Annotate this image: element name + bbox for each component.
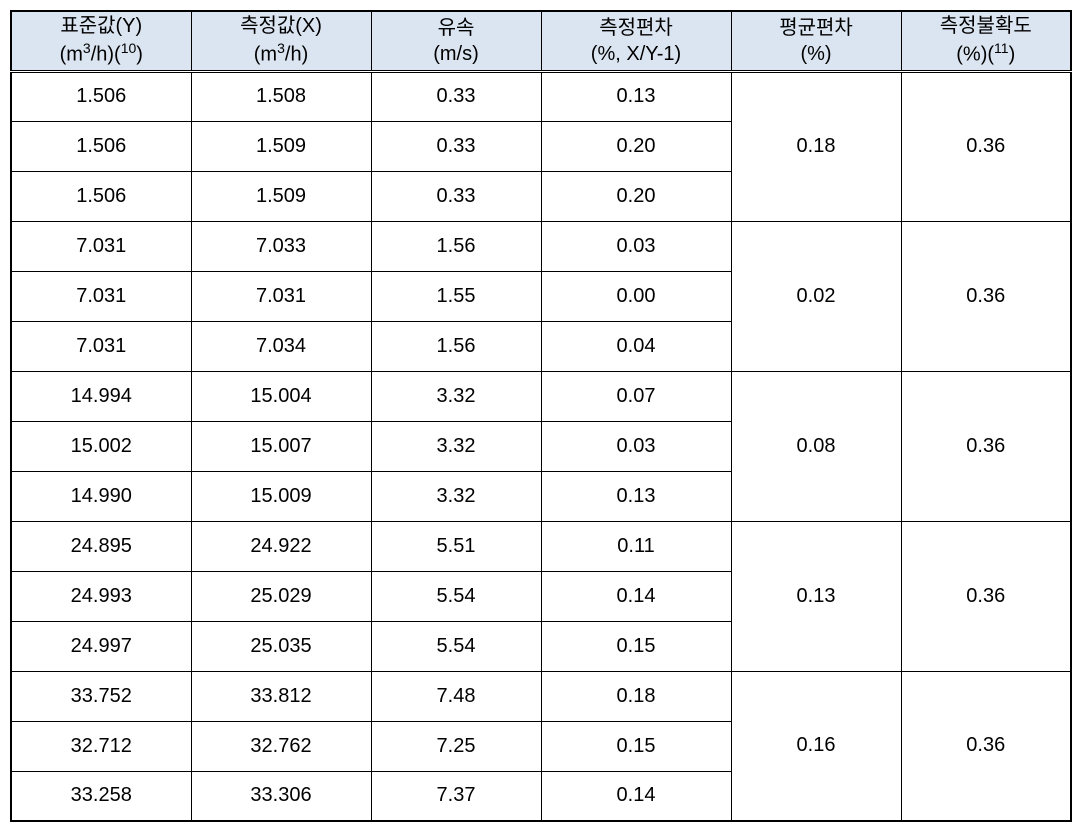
cell: 1.508 <box>191 71 371 121</box>
cell: 24.997 <box>11 621 191 671</box>
uncertainty-cell: 0.36 <box>901 521 1071 671</box>
cell: 14.994 <box>11 371 191 421</box>
cell: 15.007 <box>191 421 371 471</box>
cell: 7.031 <box>11 321 191 371</box>
col-header-line1: 측정불확도 <box>902 13 1071 39</box>
cell: 0.33 <box>371 71 541 121</box>
cell: 24.922 <box>191 521 371 571</box>
cell: 0.14 <box>541 771 731 821</box>
avg-dev-cell: 0.02 <box>731 221 901 371</box>
col-header-line1: 측정편차 <box>542 15 731 41</box>
table-row: 1.5061.5080.330.130.180.36 <box>11 71 1071 121</box>
cell: 33.752 <box>11 671 191 721</box>
cell: 32.712 <box>11 721 191 771</box>
cell: 1.56 <box>371 321 541 371</box>
cell: 0.20 <box>541 171 731 221</box>
cell: 24.993 <box>11 571 191 621</box>
cell: 7.031 <box>191 271 371 321</box>
col-header-line2: (m/s) <box>372 41 541 67</box>
cell: 0.20 <box>541 121 731 171</box>
cell: 1.506 <box>11 171 191 221</box>
cell: 1.509 <box>191 171 371 221</box>
col-header-1: 측정값(X)(m3/h) <box>191 11 371 71</box>
cell: 1.56 <box>371 221 541 271</box>
cell: 1.509 <box>191 121 371 171</box>
uncertainty-cell: 0.36 <box>901 221 1071 371</box>
table-row: 33.75233.8127.480.180.160.36 <box>11 671 1071 721</box>
cell: 25.029 <box>191 571 371 621</box>
measurement-table: 표준값(Y)(m3/h)(10)측정값(X)(m3/h)유속(m/s)측정편차(… <box>10 10 1072 822</box>
cell: 0.33 <box>371 121 541 171</box>
cell: 5.54 <box>371 621 541 671</box>
cell: 25.035 <box>191 621 371 671</box>
table-body: 1.5061.5080.330.130.180.361.5061.5090.33… <box>11 71 1071 821</box>
col-header-5: 측정불확도(%)(11) <box>901 11 1071 71</box>
col-header-line2: (m3/h) <box>192 39 371 68</box>
cell: 24.895 <box>11 521 191 571</box>
uncertainty-cell: 0.36 <box>901 671 1071 821</box>
cell: 0.13 <box>541 71 731 121</box>
avg-dev-cell: 0.08 <box>731 371 901 521</box>
cell: 0.14 <box>541 571 731 621</box>
col-header-0: 표준값(Y)(m3/h)(10) <box>11 11 191 71</box>
col-header-line2: (%)(11) <box>902 39 1071 68</box>
col-header-line2: (%) <box>732 41 901 67</box>
cell: 7.25 <box>371 721 541 771</box>
col-header-line1: 측정값(X) <box>192 13 371 39</box>
avg-dev-cell: 0.18 <box>731 71 901 221</box>
cell: 0.00 <box>541 271 731 321</box>
col-header-line1: 유속 <box>372 15 541 41</box>
cell: 1.506 <box>11 121 191 171</box>
cell: 0.03 <box>541 221 731 271</box>
table-row: 7.0317.0331.560.030.020.36 <box>11 221 1071 271</box>
cell: 7.031 <box>11 221 191 271</box>
cell: 7.37 <box>371 771 541 821</box>
cell: 15.009 <box>191 471 371 521</box>
col-header-line2: (m3/h)(10) <box>12 39 191 68</box>
col-header-2: 유속(m/s) <box>371 11 541 71</box>
cell: 1.506 <box>11 71 191 121</box>
table-row: 14.99415.0043.320.070.080.36 <box>11 371 1071 421</box>
cell: 33.258 <box>11 771 191 821</box>
cell: 0.15 <box>541 621 731 671</box>
cell: 0.11 <box>541 521 731 571</box>
col-header-4: 평균편차(%) <box>731 11 901 71</box>
cell: 33.812 <box>191 671 371 721</box>
table-header-row: 표준값(Y)(m3/h)(10)측정값(X)(m3/h)유속(m/s)측정편차(… <box>11 11 1071 71</box>
cell: 0.18 <box>541 671 731 721</box>
cell: 5.54 <box>371 571 541 621</box>
cell: 0.15 <box>541 721 731 771</box>
cell: 7.034 <box>191 321 371 371</box>
cell: 1.55 <box>371 271 541 321</box>
cell: 15.004 <box>191 371 371 421</box>
cell: 0.03 <box>541 421 731 471</box>
col-header-line1: 표준값(Y) <box>12 13 191 39</box>
cell: 32.762 <box>191 721 371 771</box>
cell: 7.031 <box>11 271 191 321</box>
col-header-3: 측정편차(%, X/Y-1) <box>541 11 731 71</box>
cell: 0.04 <box>541 321 731 371</box>
cell: 0.33 <box>371 171 541 221</box>
cell: 14.990 <box>11 471 191 521</box>
cell: 3.32 <box>371 471 541 521</box>
col-header-line1: 평균편차 <box>732 15 901 41</box>
avg-dev-cell: 0.13 <box>731 521 901 671</box>
cell: 0.13 <box>541 471 731 521</box>
cell: 3.32 <box>371 421 541 471</box>
cell: 3.32 <box>371 371 541 421</box>
col-header-line2: (%, X/Y-1) <box>542 41 731 67</box>
cell: 15.002 <box>11 421 191 471</box>
cell: 7.48 <box>371 671 541 721</box>
cell: 5.51 <box>371 521 541 571</box>
cell: 33.306 <box>191 771 371 821</box>
table-row: 24.89524.9225.510.110.130.36 <box>11 521 1071 571</box>
avg-dev-cell: 0.16 <box>731 671 901 821</box>
uncertainty-cell: 0.36 <box>901 71 1071 221</box>
cell: 0.07 <box>541 371 731 421</box>
cell: 7.033 <box>191 221 371 271</box>
uncertainty-cell: 0.36 <box>901 371 1071 521</box>
